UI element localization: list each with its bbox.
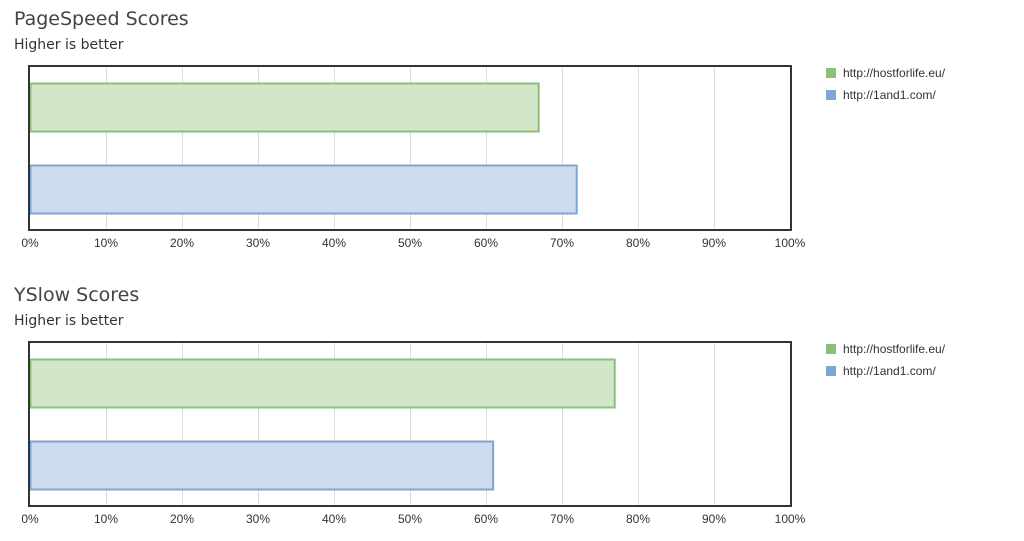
x-tick-label: 40%	[322, 512, 346, 526]
x-tick-label: 100%	[775, 512, 806, 526]
bar-1and1	[29, 164, 578, 215]
bar-hostforlife	[29, 358, 616, 409]
legend-swatch	[826, 344, 836, 354]
bar-hostforlife	[29, 82, 540, 133]
legend-swatch	[826, 68, 836, 78]
x-tick-label: 30%	[246, 512, 270, 526]
x-tick-label: 10%	[94, 236, 118, 250]
x-tick-label: 60%	[474, 512, 498, 526]
x-tick-label: 50%	[398, 512, 422, 526]
yslow-bar-chart: 0% 10% 20% 30% 40% 50% 60% 70% 80% 90% 100%	[21, 341, 806, 526]
x-tick-label: 80%	[626, 512, 650, 526]
x-tick-label: 90%	[702, 236, 726, 250]
x-tick-label: 20%	[170, 236, 194, 250]
legend-label: http://hostforlife.eu/	[843, 66, 946, 80]
x-tick-label: 90%	[702, 512, 726, 526]
pagespeed-bar-chart: 0% 10% 20% 30% 40% 50% 60% 70% 80% 90% 100%	[21, 65, 806, 250]
bar-1and1	[29, 440, 495, 491]
x-tick-label: 0%	[21, 236, 39, 250]
chart-title: PageSpeed Scores	[14, 8, 189, 30]
x-tick-label: 0%	[21, 512, 39, 526]
chart-subtitle: Higher is better	[14, 37, 124, 53]
chart-subtitle: Higher is better	[14, 313, 124, 329]
x-tick-label: 50%	[398, 236, 422, 250]
chart-title: YSlow Scores	[14, 284, 140, 306]
plot-frame	[28, 65, 792, 231]
x-tick-label: 80%	[626, 236, 650, 250]
legend-swatch	[826, 90, 836, 100]
legend-label: http://1and1.com/	[843, 88, 936, 102]
x-tick-label: 100%	[775, 236, 806, 250]
x-tick-label: 60%	[474, 236, 498, 250]
x-tick-label: 10%	[94, 512, 118, 526]
plot-frame	[28, 341, 792, 507]
x-tick-label: 70%	[550, 512, 574, 526]
legend-label: http://1and1.com/	[843, 364, 936, 378]
x-tick-label: 40%	[322, 236, 346, 250]
legend-swatch	[826, 366, 836, 376]
x-tick-label: 70%	[550, 236, 574, 250]
x-tick-label: 30%	[246, 236, 270, 250]
legend-label: http://hostforlife.eu/	[843, 342, 946, 356]
x-tick-label: 20%	[170, 512, 194, 526]
